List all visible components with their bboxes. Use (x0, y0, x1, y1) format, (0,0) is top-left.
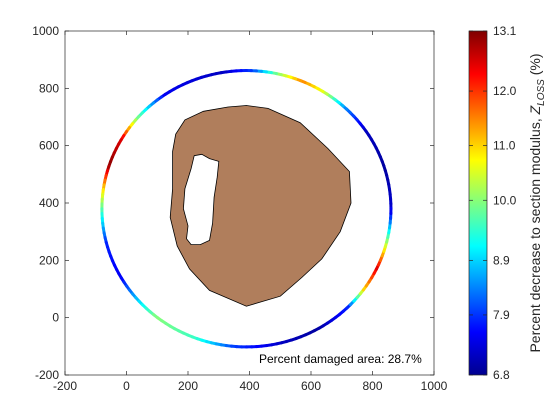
x-tick-label: 0 (123, 379, 130, 393)
y-tick-label: 200 (39, 253, 59, 267)
x-tick-label: 1000 (421, 379, 448, 393)
colorbar-tick-label: 6.8 (493, 368, 510, 382)
colorbar-label-main: Percent decrease to section modulus, (527, 114, 543, 352)
y-tick-label: 1000 (32, 24, 59, 38)
colorbar-tick-label: 11.0 (493, 139, 516, 153)
colorbar-label-symbol: Z (527, 105, 543, 115)
colorbar-label: Percent decrease to section modulus, ZLO… (527, 53, 547, 352)
y-tick-label: 600 (39, 139, 59, 153)
x-tick-label: 600 (301, 379, 321, 393)
colorbar-tick-label: 12.0 (493, 84, 517, 98)
colorbar-label-subscript: LOSS (536, 79, 547, 106)
colorbar-label-unit: (%) (527, 53, 543, 79)
colorbar-tick-label: 7.9 (493, 308, 510, 322)
y-tick-label: 800 (39, 81, 59, 95)
colorbar-tick-label: 10.0 (493, 193, 517, 207)
colorbar (469, 31, 487, 375)
x-tick-label: 200 (178, 379, 198, 393)
y-tick-label: 400 (39, 196, 59, 210)
colorbar-tick-label: 13.1 (493, 24, 517, 38)
y-tick-label: 0 (52, 311, 59, 325)
colorbar-tick-label: 8.9 (493, 253, 510, 267)
x-tick-label: 800 (362, 379, 382, 393)
damaged-area-annotation: Percent damaged area: 28.7% (259, 352, 422, 366)
y-tick-label: -200 (35, 368, 59, 382)
x-tick-label: 400 (239, 379, 259, 393)
